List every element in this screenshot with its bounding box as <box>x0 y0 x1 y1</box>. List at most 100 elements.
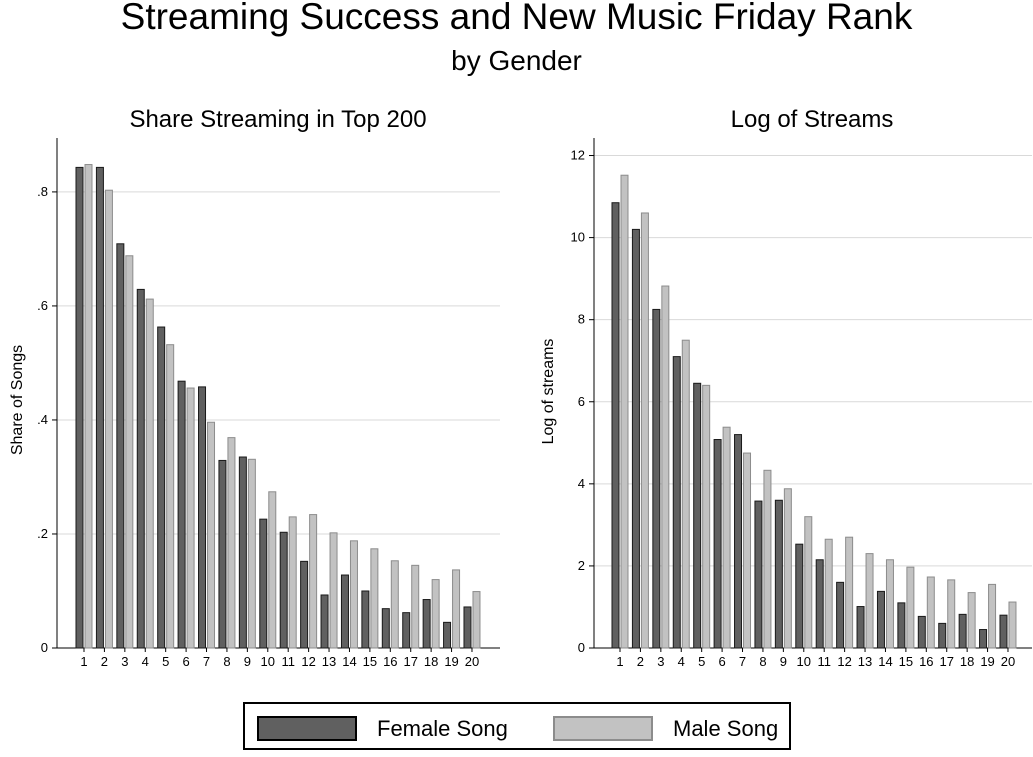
bar-female <box>897 602 906 649</box>
y-tick-label: 4 <box>578 476 585 491</box>
bar-male <box>186 387 195 649</box>
bar-female <box>795 543 804 649</box>
bar-female <box>157 326 166 649</box>
bar-male <box>681 339 690 649</box>
x-tick-label: 5 <box>698 654 705 669</box>
x-tick-label: 11 <box>281 654 295 669</box>
x-tick-label: 12 <box>837 654 851 669</box>
bar-male <box>804 516 813 649</box>
bar-male <box>145 298 154 649</box>
x-tick-label: 14 <box>342 654 356 669</box>
bar-male <box>620 174 629 649</box>
bar-male <box>885 559 894 649</box>
bar-male <box>722 426 731 649</box>
y-tick-label: .8 <box>37 184 48 199</box>
bar-female <box>300 560 309 649</box>
bar-male <box>702 384 711 649</box>
bar-female <box>95 166 104 649</box>
bar-male <box>743 452 752 649</box>
bar-male <box>309 514 318 649</box>
x-tick-label: 9 <box>244 654 251 669</box>
y-tick-label: 2 <box>578 558 585 573</box>
x-tick-label: 3 <box>657 654 664 669</box>
figure-title: Streaming Success and New Music Friday R… <box>120 0 913 37</box>
bar-male <box>661 285 670 649</box>
bar-male <box>247 458 256 649</box>
bar-female <box>856 606 865 649</box>
y-tick-label: 0 <box>578 640 585 655</box>
panel-title: Log of Streams <box>731 106 894 133</box>
legend: Female Song Male Song <box>243 702 791 750</box>
bar-male <box>1008 601 1017 649</box>
x-tick-label: 19 <box>980 654 994 669</box>
bar-male <box>166 344 175 649</box>
x-tick-label: 20 <box>1001 654 1015 669</box>
bar-male <box>947 579 956 649</box>
x-tick-label: 17 <box>403 654 417 669</box>
bar-male <box>472 591 481 649</box>
x-tick-label: 8 <box>759 654 766 669</box>
x-tick-label: 1 <box>80 654 87 669</box>
x-tick-label: 4 <box>678 654 685 669</box>
x-tick-label: 9 <box>780 654 787 669</box>
x-tick-label: 8 <box>223 654 230 669</box>
x-tick-label: 5 <box>162 654 169 669</box>
bar-male <box>865 553 874 649</box>
bar-female <box>320 594 329 649</box>
bar-male <box>390 560 399 649</box>
x-tick-label: 6 <box>182 654 189 669</box>
bar-male <box>431 579 440 649</box>
x-tick-label: 16 <box>383 654 397 669</box>
x-tick-label: 13 <box>322 654 336 669</box>
bar-male <box>207 421 216 649</box>
bar-female <box>340 574 349 649</box>
x-tick-label: 13 <box>858 654 872 669</box>
bar-male <box>370 548 379 649</box>
bar-male <box>104 189 113 649</box>
bar-male <box>125 255 134 649</box>
bar-female <box>836 581 845 649</box>
y-tick-label: 10 <box>571 230 585 245</box>
bar-female <box>136 288 145 649</box>
figure-subtitle: by Gender <box>451 45 582 76</box>
bar-female <box>979 629 988 649</box>
x-tick-label: 14 <box>878 654 892 669</box>
x-tick-label: 18 <box>424 654 438 669</box>
bar-female <box>463 606 472 649</box>
bar-female <box>917 615 926 649</box>
bar-male <box>349 540 358 649</box>
bar-female <box>443 621 452 649</box>
bar-female <box>218 459 227 649</box>
bar-female <box>815 559 824 649</box>
bar-female <box>652 308 661 649</box>
panel-title: Share Streaming in Top 200 <box>129 106 426 133</box>
bar-male <box>288 516 297 649</box>
x-tick-label: 6 <box>718 654 725 669</box>
bar-male <box>84 164 93 649</box>
bar-female <box>999 614 1008 649</box>
x-tick-label: 20 <box>465 654 479 669</box>
x-tick-label: 10 <box>797 654 811 669</box>
legend-label-female: Female Song <box>377 716 508 741</box>
bar-male <box>227 437 236 649</box>
bar-female <box>876 590 885 649</box>
bar-female <box>938 622 947 649</box>
y-axis-label: Log of streams <box>540 339 557 445</box>
legend-swatch-female <box>257 716 357 741</box>
bar-female <box>734 434 743 649</box>
bar-female <box>754 500 763 649</box>
y-axis-label: Share of Songs <box>9 345 26 455</box>
y-tick-label: .6 <box>37 298 48 313</box>
bar-male <box>845 536 854 649</box>
y-tick-label: .2 <box>37 526 48 541</box>
x-tick-label: 18 <box>960 654 974 669</box>
x-tick-label: 7 <box>739 654 746 669</box>
bar-female <box>774 499 783 649</box>
bar-female <box>381 608 390 649</box>
legend-swatch-male <box>553 716 653 741</box>
x-tick-label: 10 <box>261 654 275 669</box>
bar-female <box>631 228 640 649</box>
x-tick-label: 12 <box>301 654 315 669</box>
legend-label-male: Male Song <box>673 716 779 741</box>
